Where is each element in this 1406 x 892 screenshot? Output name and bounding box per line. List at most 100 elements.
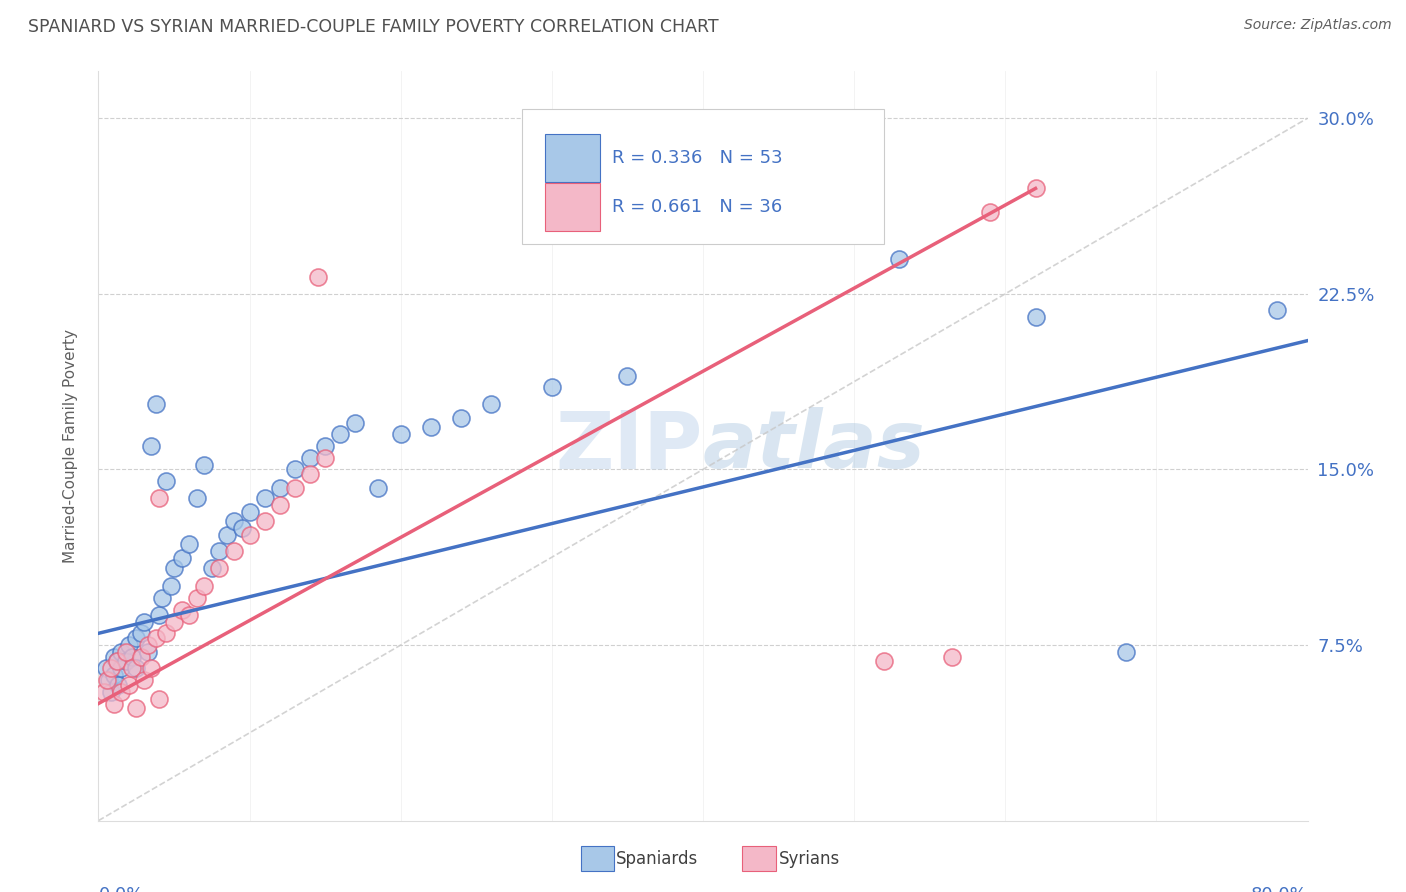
Point	[186, 591, 208, 606]
Point	[186, 491, 208, 505]
Point	[179, 537, 201, 551]
Text: SPANIARD VS SYRIAN MARRIED-COUPLE FAMILY POVERTY CORRELATION CHART: SPANIARD VS SYRIAN MARRIED-COUPLE FAMILY…	[28, 18, 718, 36]
Point	[163, 615, 186, 629]
Point	[307, 270, 329, 285]
Point	[889, 252, 911, 266]
Text: 0.0%: 0.0%	[98, 887, 143, 892]
Point	[132, 673, 155, 688]
Point	[103, 649, 125, 664]
Point	[723, 193, 745, 207]
Point	[269, 498, 291, 512]
Point	[979, 204, 1001, 219]
Point	[145, 397, 167, 411]
Point	[125, 701, 148, 715]
Point	[107, 678, 129, 692]
Point	[93, 685, 115, 699]
Point	[344, 416, 367, 430]
Point	[145, 631, 167, 645]
Point	[141, 439, 163, 453]
Point	[148, 692, 170, 706]
Point	[114, 655, 136, 669]
Point	[179, 607, 201, 622]
Point	[193, 580, 215, 594]
Point	[105, 655, 128, 669]
Point	[224, 514, 246, 528]
Point	[163, 561, 186, 575]
Point	[100, 661, 122, 675]
Point	[98, 673, 121, 688]
Text: R = 0.661   N = 36: R = 0.661 N = 36	[613, 198, 783, 216]
Point	[420, 420, 443, 434]
Point	[239, 528, 262, 542]
Text: atlas: atlas	[703, 407, 925, 485]
Point	[155, 474, 177, 488]
Point	[105, 655, 128, 669]
Point	[208, 561, 231, 575]
Point	[103, 697, 125, 711]
Point	[329, 427, 352, 442]
Point	[110, 645, 132, 659]
Point	[129, 649, 152, 664]
Point	[389, 427, 412, 442]
Point	[148, 607, 170, 622]
Text: R = 0.336   N = 53: R = 0.336 N = 53	[613, 149, 783, 168]
Point	[367, 481, 389, 495]
Point	[481, 397, 503, 411]
Point	[1267, 303, 1289, 318]
Point	[136, 638, 159, 652]
Point	[110, 685, 132, 699]
Point	[160, 580, 183, 594]
Point	[100, 685, 122, 699]
Text: Syrians: Syrians	[779, 850, 841, 868]
Point	[1115, 645, 1137, 659]
Point	[110, 661, 132, 675]
Point	[1024, 310, 1046, 325]
Text: Source: ZipAtlas.com: Source: ZipAtlas.com	[1244, 18, 1392, 32]
Point	[1024, 181, 1046, 195]
Point	[193, 458, 215, 472]
Point	[118, 678, 141, 692]
Point	[239, 505, 262, 519]
Text: ZIP: ZIP	[555, 407, 703, 485]
Text: Spaniards: Spaniards	[616, 850, 697, 868]
Point	[125, 661, 148, 675]
Point	[118, 638, 141, 652]
Point	[253, 514, 276, 528]
Point	[299, 450, 322, 465]
Point	[150, 591, 173, 606]
Point	[215, 528, 238, 542]
Point	[96, 673, 118, 688]
Point	[314, 439, 336, 453]
Point	[114, 645, 136, 659]
Point	[299, 467, 322, 482]
Point	[170, 603, 193, 617]
Point	[314, 450, 336, 465]
FancyBboxPatch shape	[544, 135, 600, 182]
Point	[141, 661, 163, 675]
Point	[148, 491, 170, 505]
Point	[284, 462, 307, 476]
Point	[941, 649, 963, 664]
Point	[94, 661, 117, 675]
Point	[540, 380, 562, 394]
Point	[132, 615, 155, 629]
Point	[284, 481, 307, 495]
Text: 80.0%: 80.0%	[1251, 887, 1308, 892]
Point	[231, 521, 253, 535]
FancyBboxPatch shape	[544, 183, 600, 231]
Point	[269, 481, 291, 495]
Point	[224, 544, 246, 558]
Point	[253, 491, 276, 505]
Point	[155, 626, 177, 640]
Point	[873, 655, 896, 669]
Point	[450, 411, 472, 425]
Point	[170, 551, 193, 566]
FancyBboxPatch shape	[522, 109, 884, 244]
Point	[125, 631, 148, 645]
Point	[201, 561, 224, 575]
Point	[121, 649, 143, 664]
Point	[136, 645, 159, 659]
Point	[121, 661, 143, 675]
Point	[616, 368, 638, 383]
Point	[129, 626, 152, 640]
